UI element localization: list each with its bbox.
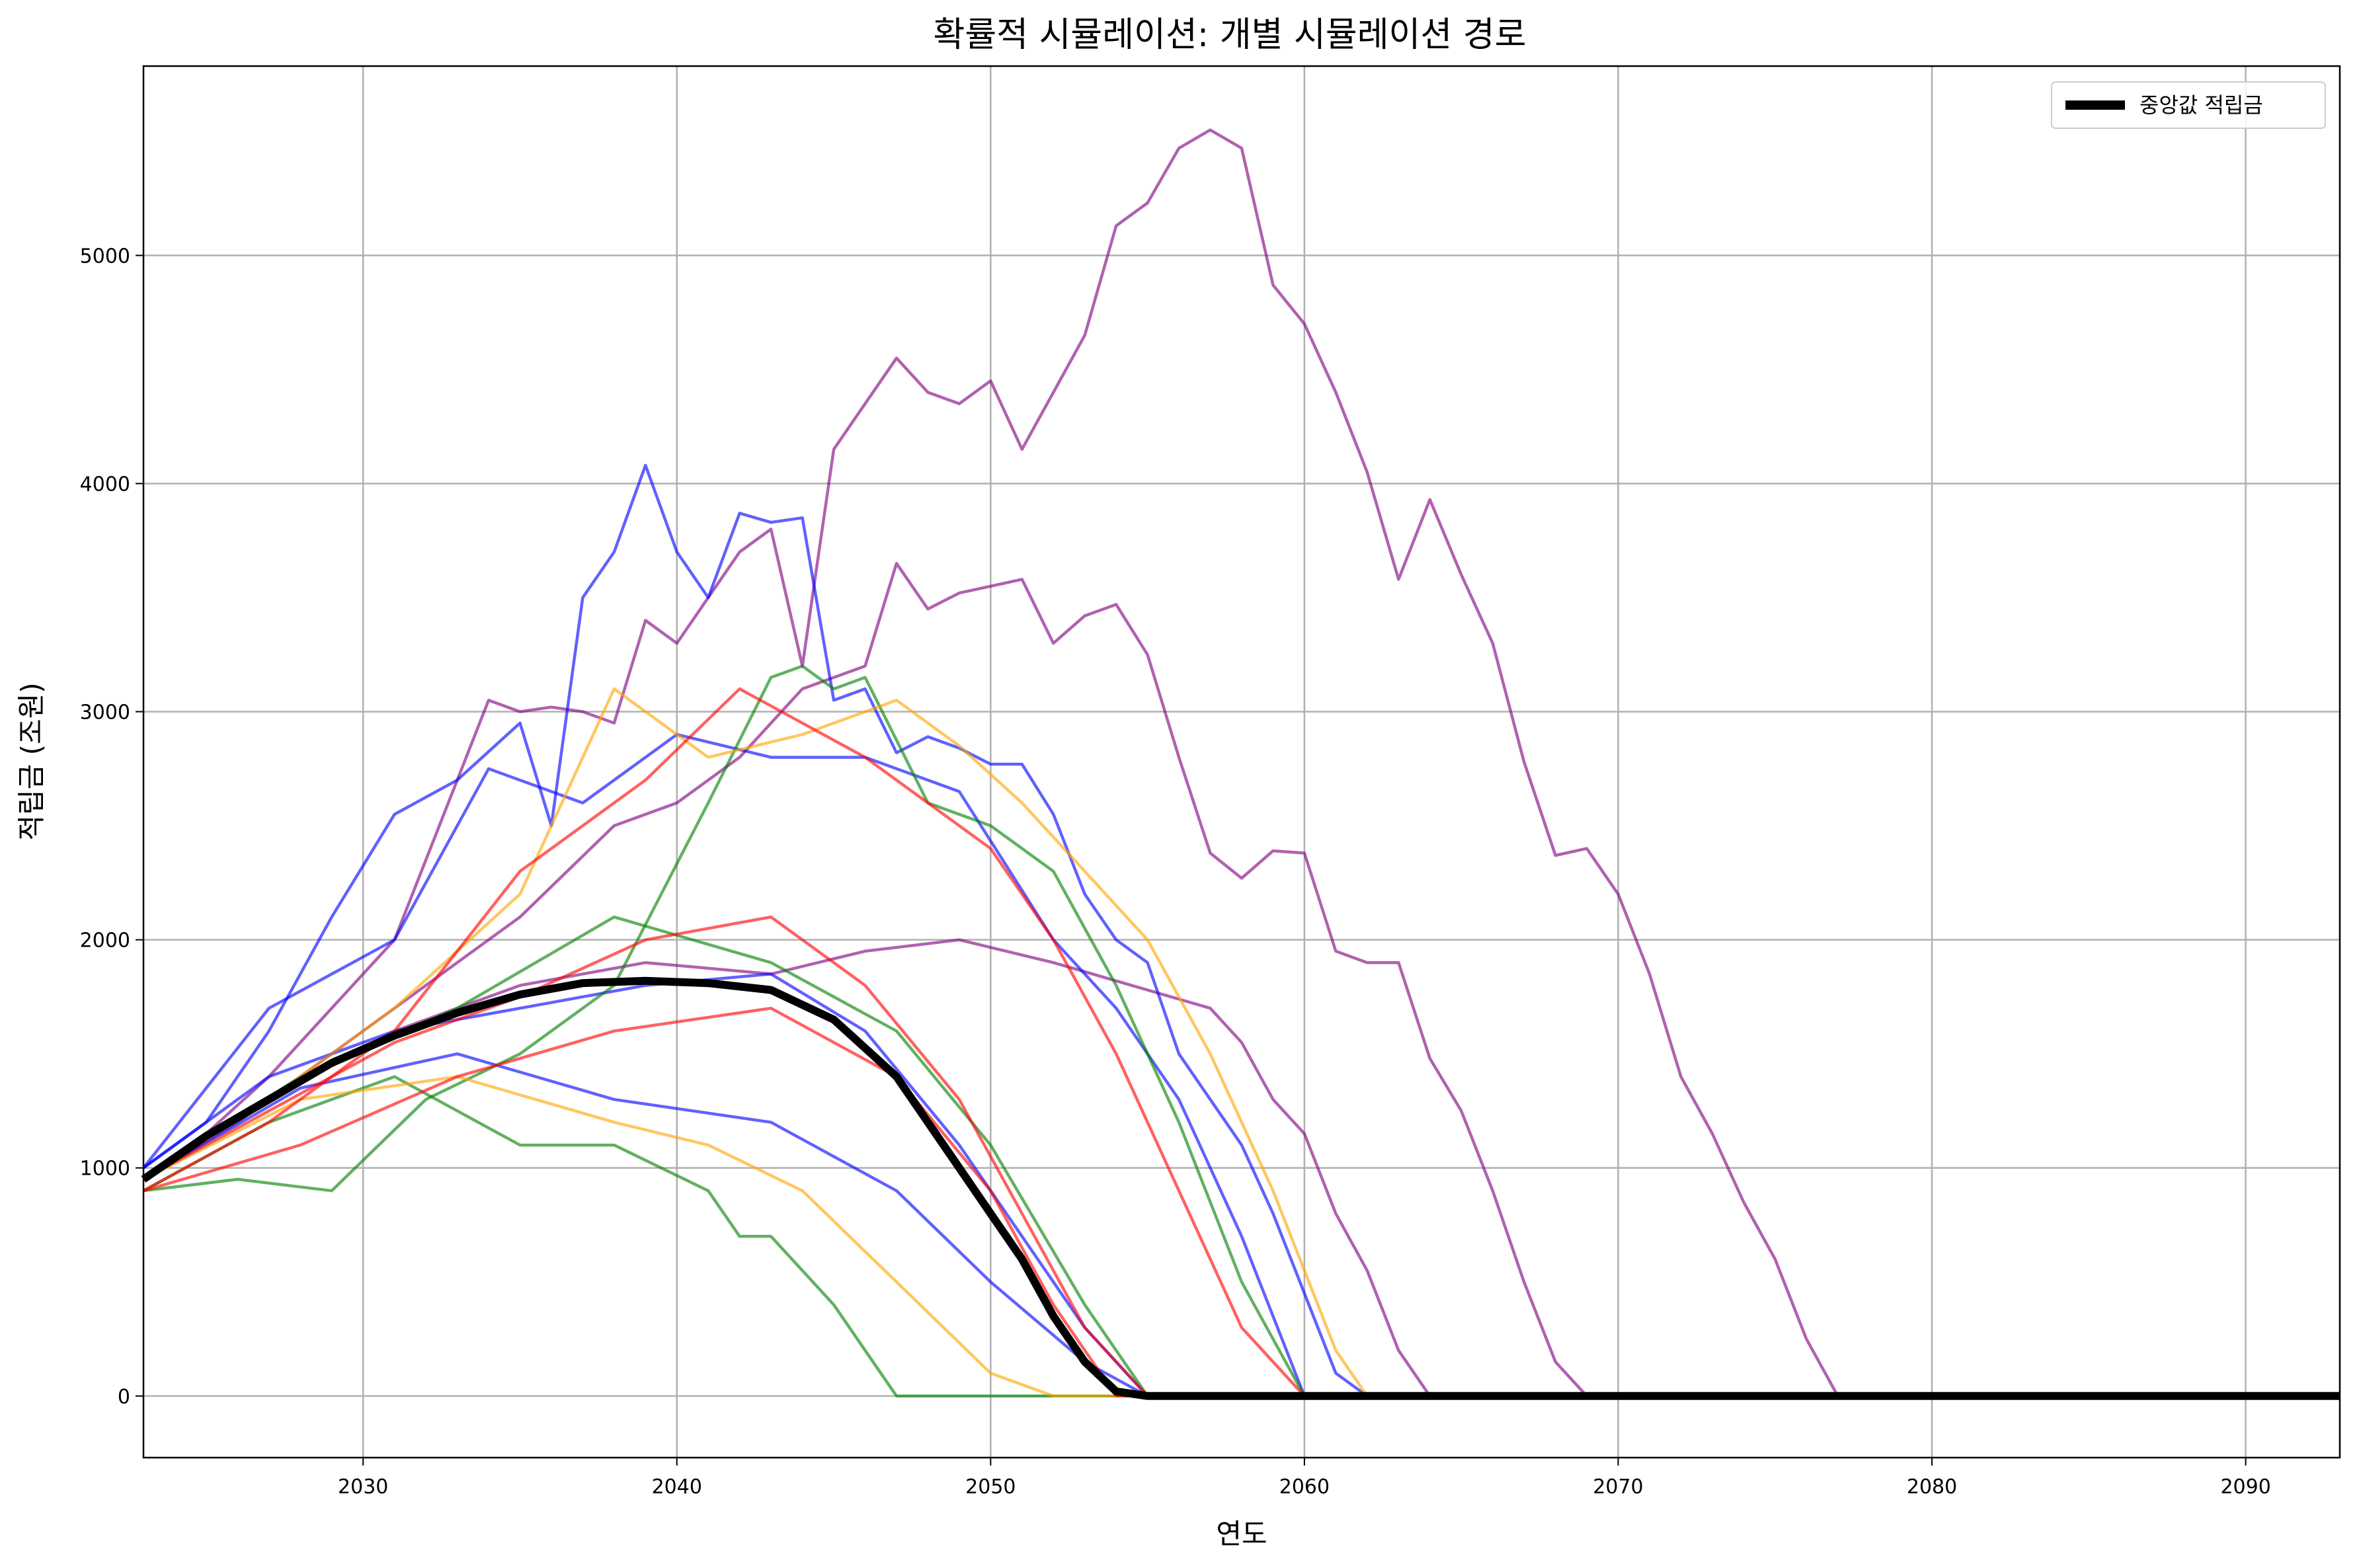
x-tick-label: 2030 bbox=[338, 1475, 388, 1499]
chart-title: 확률적 시뮬레이션: 개별 시뮬레이션 경로 bbox=[934, 15, 1527, 55]
y-tick-label: 1000 bbox=[80, 1157, 130, 1181]
x-axis-label: 연도 bbox=[1216, 1518, 1267, 1550]
simulation-path bbox=[143, 664, 2340, 1398]
y-tick-label: 0 bbox=[118, 1386, 130, 1409]
y-tick-label: 5000 bbox=[80, 245, 130, 268]
legend: 중앙값 적립금 bbox=[2051, 81, 2326, 129]
x-tick-label: 2040 bbox=[652, 1475, 702, 1499]
y-tick-label: 3000 bbox=[80, 701, 130, 725]
simulation-path bbox=[142, 687, 2340, 1398]
legend-box bbox=[2051, 81, 2326, 129]
x-tick-label: 2080 bbox=[1907, 1475, 1957, 1499]
simulation-path bbox=[142, 687, 2340, 1398]
series-layer bbox=[141, 128, 2340, 1400]
x-tick-label: 2090 bbox=[2220, 1475, 2270, 1499]
simulation-path bbox=[142, 1075, 2340, 1398]
simulation-path bbox=[142, 463, 2340, 1398]
x-tick-label: 2050 bbox=[965, 1475, 1016, 1499]
simulation-path bbox=[142, 1052, 2340, 1398]
simulation-path bbox=[143, 1006, 2340, 1398]
y-tick-label: 4000 bbox=[80, 473, 130, 496]
simulation-path bbox=[142, 562, 2340, 1398]
ticks: 2030 2040 2050 2060 2070 2080 2090 0 1000 2000 300… bbox=[80, 245, 2271, 1499]
simulation-path bbox=[142, 915, 2340, 1398]
x-tick-label: 2070 bbox=[1593, 1475, 1643, 1499]
grid bbox=[143, 66, 2340, 1458]
y-axis-label: 적립금 (조원) bbox=[15, 682, 48, 840]
simulation-path bbox=[142, 1075, 2340, 1398]
median-series-line bbox=[141, 976, 2340, 1400]
x-tick-label: 2060 bbox=[1279, 1475, 1330, 1499]
plot-frame bbox=[142, 65, 2341, 1459]
legend-label-median: 중앙값 적립금 bbox=[2139, 93, 2263, 118]
simulation-path bbox=[142, 938, 2340, 1398]
y-tick-label: 2000 bbox=[80, 929, 130, 953]
simulation-path bbox=[142, 128, 2340, 1398]
